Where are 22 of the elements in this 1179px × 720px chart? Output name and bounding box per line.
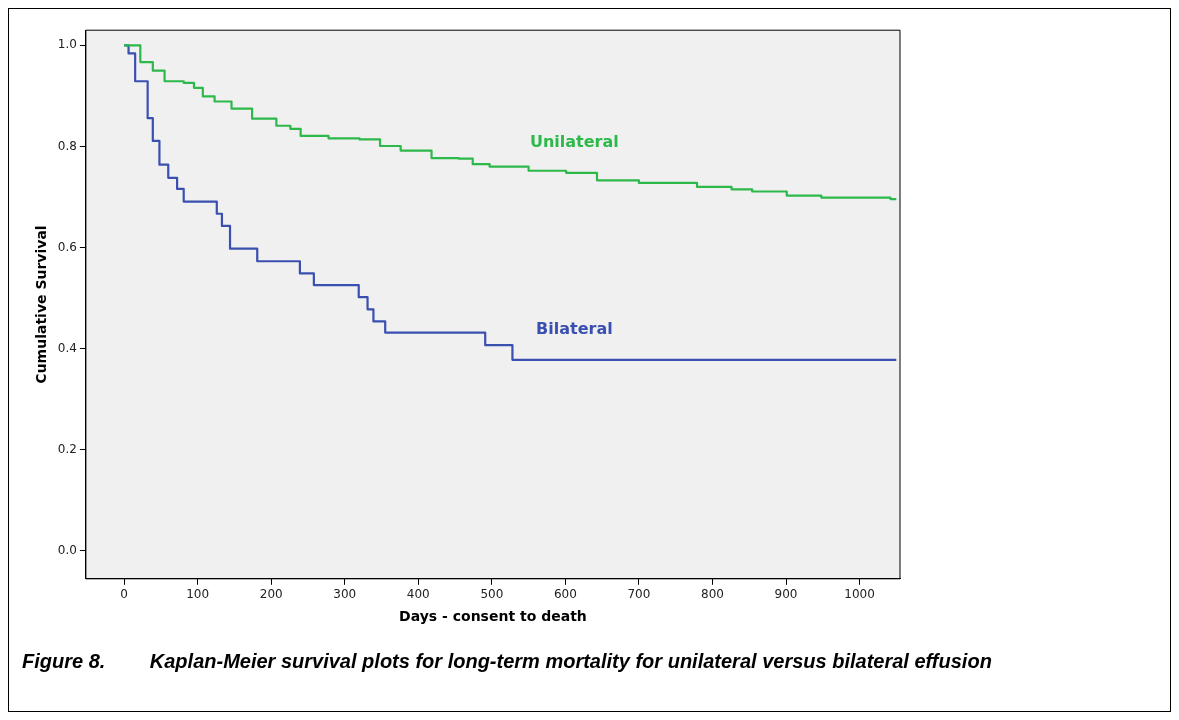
y-tick-label: 1.0 [57,37,77,52]
x-tick-label: 800 [701,587,724,602]
x-tick-label: 0 [120,587,128,602]
caption: Figure 8. Kaplan-Meier survival plots for long-term mortality for unilateral versus bilateral effusion [22,650,992,673]
x-tick-label: 1000 [844,587,875,602]
x-axis-title: Days - consent to death [399,608,587,625]
y-tick-label: 0.2 [57,441,77,456]
x-tick-label: 900 [774,587,798,602]
x-tick-label: 600 [553,587,577,602]
y-tick-label: 0.8 [57,138,77,153]
y-tick-label: 0.4 [57,340,77,355]
x-tick-label: 400 [406,587,430,602]
x-tick-label: 300 [333,587,357,602]
y-tick-label: 0.6 [57,239,77,254]
series-label: Bilateral [536,319,613,339]
y-tick-label: 0.0 [57,543,77,558]
x-tick-label: 200 [259,587,283,602]
y-axis-title: Cumulative Survival [33,225,50,384]
x-tick-label: 700 [627,587,651,602]
series-label: Unilateral [529,131,619,151]
x-tick-label: 500 [480,587,504,602]
x-tick-label: 100 [186,587,210,602]
